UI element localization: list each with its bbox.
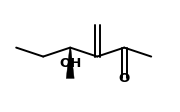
Text: O: O xyxy=(119,72,130,85)
Text: OH: OH xyxy=(59,57,81,70)
Polygon shape xyxy=(66,48,74,78)
